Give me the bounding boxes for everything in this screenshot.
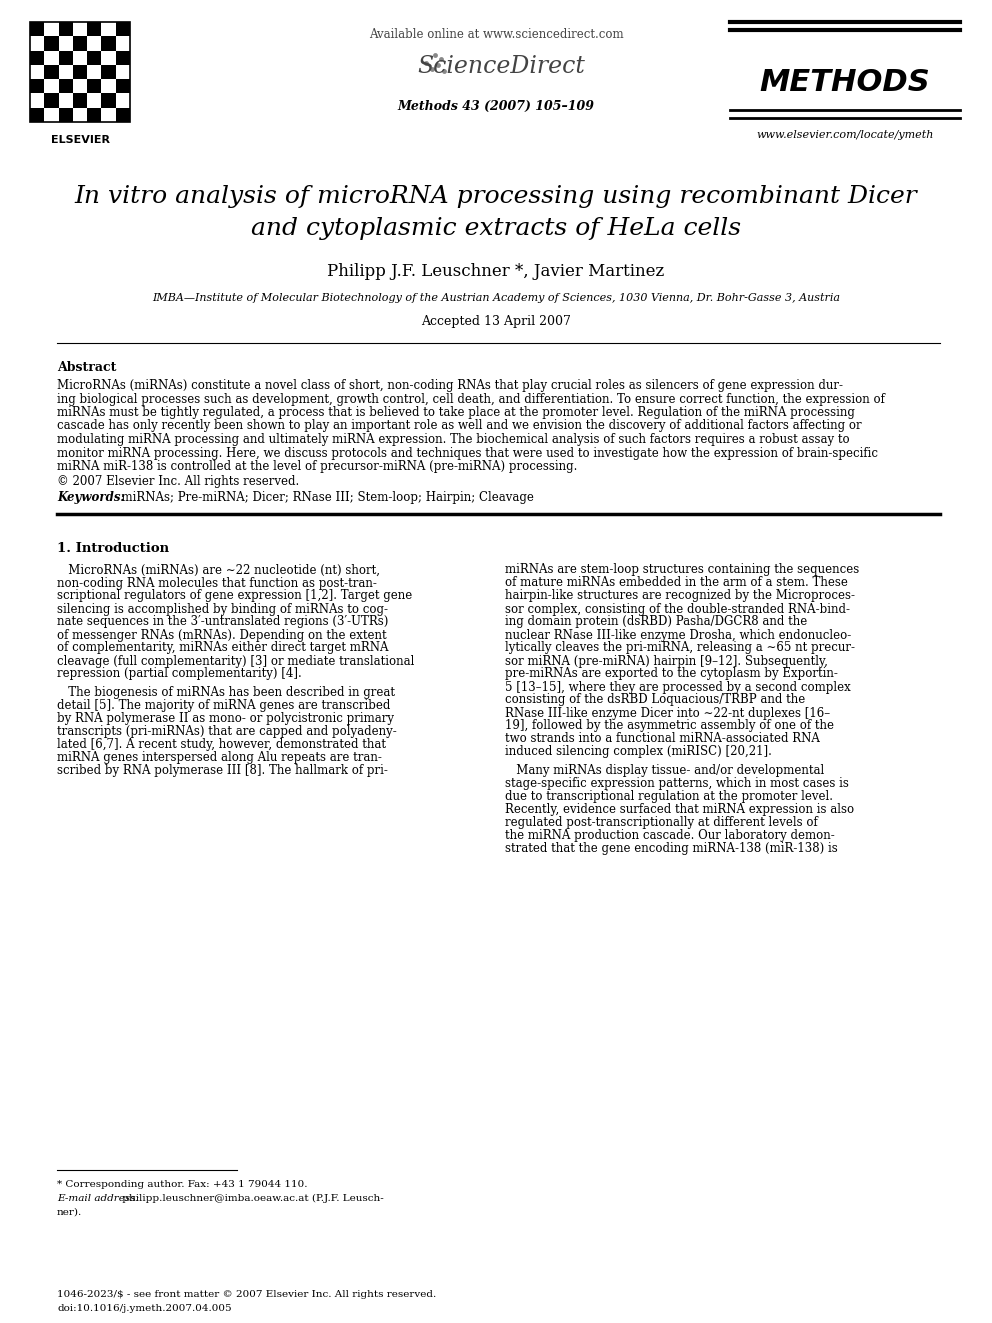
Bar — [45, 36, 59, 50]
Text: In vitro analysis of microRNA processing using recombinant Dicer: In vitro analysis of microRNA processing… — [74, 185, 918, 208]
Text: nate sequences in the 3′-untranslated regions (3′-UTRs): nate sequences in the 3′-untranslated re… — [57, 615, 389, 628]
Text: philipp.leuschner@imba.oeaw.ac.at (P.J.F. Leusch-: philipp.leuschner@imba.oeaw.ac.at (P.J.F… — [119, 1193, 384, 1203]
Bar — [116, 22, 130, 36]
Text: 5 [13–15], where they are processed by a second complex: 5 [13–15], where they are processed by a… — [505, 680, 851, 693]
Text: Philipp J.F. Leuschner *, Javier Martinez: Philipp J.F. Leuschner *, Javier Martine… — [327, 263, 665, 280]
Bar — [30, 107, 45, 122]
Bar — [45, 65, 59, 79]
Text: of messenger RNAs (mRNAs). Depending on the extent: of messenger RNAs (mRNAs). Depending on … — [57, 628, 387, 642]
Text: Many miRNAs display tissue- and/or developmental: Many miRNAs display tissue- and/or devel… — [505, 763, 824, 777]
Text: E-mail address:: E-mail address: — [57, 1193, 139, 1203]
Bar — [30, 22, 130, 122]
Text: www.elsevier.com/locate/ymeth: www.elsevier.com/locate/ymeth — [756, 130, 933, 140]
Text: ner).: ner). — [57, 1208, 82, 1217]
Text: detail [5]. The majority of miRNA genes are transcribed: detail [5]. The majority of miRNA genes … — [57, 699, 391, 712]
Text: scribed by RNA polymerase III [8]. The hallmark of pri-: scribed by RNA polymerase III [8]. The h… — [57, 763, 388, 777]
Text: cascade has only recently been shown to play an important role as well and we en: cascade has only recently been shown to … — [57, 419, 862, 433]
Text: regulated post-transcriptionally at different levels of: regulated post-transcriptionally at diff… — [505, 816, 817, 828]
Text: miRNA genes interspersed along Alu repeats are tran-: miRNA genes interspersed along Alu repea… — [57, 750, 382, 763]
Bar — [59, 107, 72, 122]
Bar — [87, 79, 101, 94]
Text: hairpin-like structures are recognized by the Microproces-: hairpin-like structures are recognized b… — [505, 590, 855, 602]
Text: © 2007 Elsevier Inc. All rights reserved.: © 2007 Elsevier Inc. All rights reserved… — [57, 475, 300, 488]
Bar — [116, 79, 130, 94]
Text: repression (partial complementarity) [4].: repression (partial complementarity) [4]… — [57, 668, 302, 680]
Text: scriptional regulators of gene expression [1,2]. Target gene: scriptional regulators of gene expressio… — [57, 590, 413, 602]
Text: stage-specific expression patterns, which in most cases is: stage-specific expression patterns, whic… — [505, 777, 849, 790]
Text: 1. Introduction: 1. Introduction — [57, 541, 169, 554]
Text: due to transcriptional regulation at the promoter level.: due to transcriptional regulation at the… — [505, 790, 833, 803]
Text: Keywords:: Keywords: — [57, 492, 125, 504]
Bar — [101, 65, 116, 79]
Text: 19], followed by the asymmetric assembly of one of the: 19], followed by the asymmetric assembly… — [505, 720, 834, 733]
Text: of complementarity, miRNAs either direct target mRNA: of complementarity, miRNAs either direct… — [57, 642, 389, 655]
Text: strated that the gene encoding miRNA-138 (miR-138) is: strated that the gene encoding miRNA-138… — [505, 841, 838, 855]
Text: pre-miRNAs are exported to the cytoplasm by Exportin-: pre-miRNAs are exported to the cytoplasm… — [505, 668, 838, 680]
Text: monitor miRNA processing. Here, we discuss protocols and techniques that were us: monitor miRNA processing. Here, we discu… — [57, 446, 878, 459]
Text: lytically cleaves the pri-miRNA, releasing a ∼65 nt precur-: lytically cleaves the pri-miRNA, releasi… — [505, 642, 855, 655]
Text: and cytoplasmic extracts of HeLa cells: and cytoplasmic extracts of HeLa cells — [251, 217, 741, 239]
Text: Accepted 13 April 2007: Accepted 13 April 2007 — [421, 315, 571, 328]
Text: Available online at www.sciencedirect.com: Available online at www.sciencedirect.co… — [369, 28, 623, 41]
Bar — [59, 22, 72, 36]
Bar — [30, 50, 45, 65]
Text: ing biological processes such as development, growth control, cell death, and di: ing biological processes such as develop… — [57, 393, 885, 406]
Text: METHODS: METHODS — [760, 67, 930, 97]
Bar — [30, 79, 45, 94]
Bar — [87, 50, 101, 65]
Text: * Corresponding author. Fax: +43 1 79044 110.: * Corresponding author. Fax: +43 1 79044… — [57, 1180, 308, 1189]
Bar — [72, 36, 87, 50]
Bar — [30, 22, 45, 36]
Text: ScienceDirect: ScienceDirect — [417, 56, 585, 78]
Bar — [87, 107, 101, 122]
Text: ELSEVIER: ELSEVIER — [51, 135, 109, 146]
Text: doi:10.1016/j.ymeth.2007.04.005: doi:10.1016/j.ymeth.2007.04.005 — [57, 1304, 231, 1312]
Text: non-coding RNA molecules that function as post-tran-: non-coding RNA molecules that function a… — [57, 577, 377, 590]
Bar — [59, 50, 72, 65]
Text: miRNA miR-138 is controlled at the level of precursor-miRNA (pre-miRNA) processi: miRNA miR-138 is controlled at the level… — [57, 460, 577, 474]
Text: consisting of the dsRBD Loquacious/TRBP and the: consisting of the dsRBD Loquacious/TRBP … — [505, 693, 806, 706]
Text: MicroRNAs (miRNAs) constitute a novel class of short, non-coding RNAs that play : MicroRNAs (miRNAs) constitute a novel cl… — [57, 378, 843, 392]
Text: nuclear RNase III-like enzyme Drosha, which endonucleo-: nuclear RNase III-like enzyme Drosha, wh… — [505, 628, 851, 642]
Bar — [116, 50, 130, 65]
Bar — [101, 94, 116, 107]
Text: induced silencing complex (miRISC) [20,21].: induced silencing complex (miRISC) [20,2… — [505, 745, 772, 758]
Text: RNase III-like enzyme Dicer into ∼22-nt duplexes [16–: RNase III-like enzyme Dicer into ∼22-nt … — [505, 706, 830, 720]
Text: lated [6,7]. A recent study, however, demonstrated that: lated [6,7]. A recent study, however, de… — [57, 738, 386, 750]
Bar — [116, 107, 130, 122]
Text: cleavage (full complementarity) [3] or mediate translational: cleavage (full complementarity) [3] or m… — [57, 655, 415, 668]
Bar — [101, 36, 116, 50]
Text: Abstract: Abstract — [57, 361, 116, 374]
Bar — [87, 22, 101, 36]
Text: ing domain protein (dsRBD) Pasha/DGCR8 and the: ing domain protein (dsRBD) Pasha/DGCR8 a… — [505, 615, 807, 628]
Text: sor miRNA (pre-miRNA) hairpin [9–12]. Subsequently,: sor miRNA (pre-miRNA) hairpin [9–12]. Su… — [505, 655, 828, 668]
Text: silencing is accomplished by binding of miRNAs to cog-: silencing is accomplished by binding of … — [57, 602, 388, 615]
Text: by RNA polymerase II as mono- or polycistronic primary: by RNA polymerase II as mono- or polycis… — [57, 712, 394, 725]
Text: Recently, evidence surfaced that miRNA expression is also: Recently, evidence surfaced that miRNA e… — [505, 803, 854, 816]
Text: the miRNA production cascade. Our laboratory demon-: the miRNA production cascade. Our labora… — [505, 828, 834, 841]
Text: The biogenesis of miRNAs has been described in great: The biogenesis of miRNAs has been descri… — [57, 685, 395, 699]
Text: of mature miRNAs embedded in the arm of a stem. These: of mature miRNAs embedded in the arm of … — [505, 577, 848, 590]
Text: modulating miRNA processing and ultimately miRNA expression. The biochemical ana: modulating miRNA processing and ultimate… — [57, 433, 849, 446]
Text: miRNAs; Pre-miRNA; Dicer; RNase III; Stem-loop; Hairpin; Cleavage: miRNAs; Pre-miRNA; Dicer; RNase III; Ste… — [114, 492, 534, 504]
Text: transcripts (pri-miRNAs) that are capped and polyadeny-: transcripts (pri-miRNAs) that are capped… — [57, 725, 397, 738]
Text: Methods 43 (2007) 105–109: Methods 43 (2007) 105–109 — [398, 101, 594, 112]
Text: miRNAs are stem-loop structures containing the sequences: miRNAs are stem-loop structures containi… — [505, 564, 859, 577]
Text: 1046-2023/$ - see front matter © 2007 Elsevier Inc. All rights reserved.: 1046-2023/$ - see front matter © 2007 El… — [57, 1290, 436, 1299]
Text: miRNAs must be tightly regulated, a process that is believed to take place at th: miRNAs must be tightly regulated, a proc… — [57, 406, 855, 419]
Bar — [59, 79, 72, 94]
Text: sor complex, consisting of the double-stranded RNA-bind-: sor complex, consisting of the double-st… — [505, 602, 850, 615]
Text: IMBA—Institute of Molecular Biotechnology of the Austrian Academy of Sciences, 1: IMBA—Institute of Molecular Biotechnolog… — [152, 292, 840, 303]
Bar — [45, 94, 59, 107]
Bar — [72, 65, 87, 79]
Text: two strands into a functional miRNA-associated RNA: two strands into a functional miRNA-asso… — [505, 733, 819, 745]
Bar — [72, 94, 87, 107]
Text: MicroRNAs (miRNAs) are ∼22 nucleotide (nt) short,: MicroRNAs (miRNAs) are ∼22 nucleotide (n… — [57, 564, 380, 577]
